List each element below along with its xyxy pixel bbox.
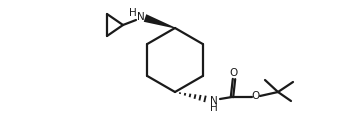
Polygon shape — [144, 14, 175, 28]
Text: N: N — [210, 96, 218, 106]
Text: O: O — [230, 68, 238, 78]
Text: O: O — [252, 91, 260, 101]
Text: H: H — [129, 8, 137, 18]
Text: N: N — [137, 12, 145, 22]
Text: H: H — [210, 103, 218, 113]
